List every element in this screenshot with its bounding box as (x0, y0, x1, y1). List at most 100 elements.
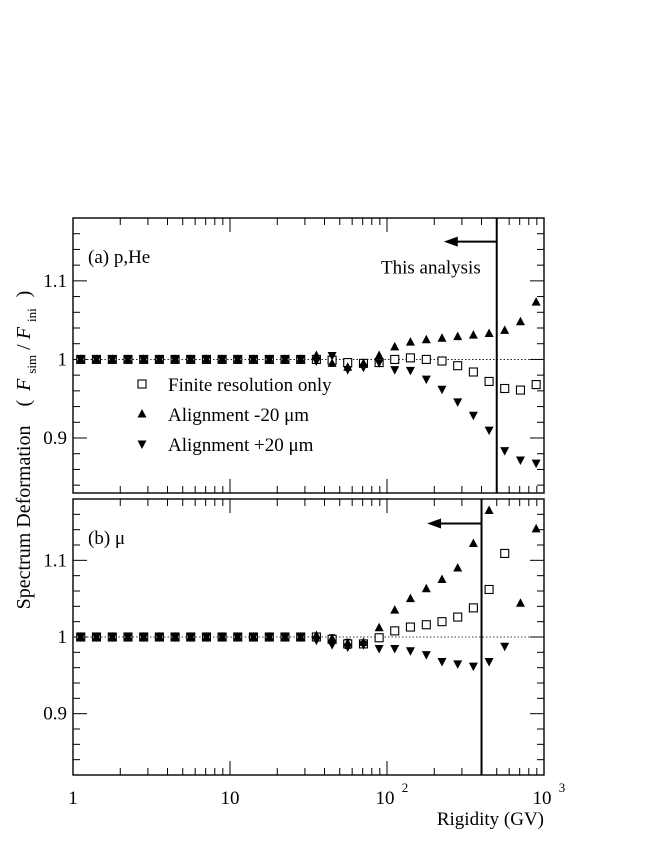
data-point (280, 633, 290, 642)
data-point (154, 633, 164, 642)
y-axis-title-f1: F (13, 378, 35, 392)
panel-a-series-alignment-20-m (76, 352, 541, 469)
data-point (264, 633, 274, 642)
data-point (374, 622, 384, 632)
y-axis-title-slash: / (13, 344, 35, 350)
data-point (405, 337, 415, 346)
data-point (531, 380, 541, 390)
data-point (390, 645, 400, 654)
data-point (468, 330, 478, 339)
data-point (405, 593, 415, 603)
legend-label-alignment-20-m: Alignment -20 μm (168, 405, 309, 426)
data-point (201, 633, 211, 642)
legend-marker-alignment-20-m (137, 440, 147, 449)
data-point (453, 331, 463, 341)
panel-b-arrow-head (427, 518, 442, 529)
data-point (500, 325, 510, 334)
data-point (139, 633, 149, 642)
panel-a-y-tick-label: 1.1 (43, 271, 67, 292)
x-tick-labels: 1 10 10 2 10 3 (68, 780, 565, 809)
data-point (123, 633, 133, 642)
data-point (76, 355, 86, 365)
data-point (468, 603, 478, 613)
data-point (76, 633, 86, 642)
panel-a-cut-label: This analysis (381, 258, 481, 279)
data-point (421, 334, 431, 344)
panel-a-plot: 0.9 1 1.1 (a) p,He This analysis (43, 217, 545, 494)
data-point (531, 523, 541, 533)
panel-a-y-tick-label: 0.9 (43, 428, 67, 449)
panel-b-series-alignment-20-m (76, 633, 510, 672)
data-point (107, 355, 117, 365)
data-point (484, 505, 494, 514)
data-point (421, 583, 431, 593)
data-point (217, 633, 227, 642)
x-axis-title: Rigidity (GV) (437, 809, 544, 830)
data-point (484, 426, 494, 436)
x-tick-label-exponent: 2 (402, 780, 409, 795)
data-point (233, 633, 243, 642)
data-point (421, 375, 431, 385)
panel-b-y-tick-label: 1 (58, 627, 68, 648)
panel-b-plot: 0.9 1 1.1 (b) μ (43, 498, 545, 776)
y-axis-title: Spectrum Deformation ( F sim / F ini ) (13, 291, 41, 610)
data-point (170, 355, 180, 365)
data-point (390, 605, 400, 614)
panel-b-y-tick-label: 0.9 (43, 704, 67, 725)
data-point (217, 355, 227, 365)
data-point (186, 355, 196, 365)
data-point (405, 647, 415, 656)
data-point (296, 355, 306, 365)
data-point (484, 584, 494, 595)
data-point (437, 356, 447, 366)
data-point (358, 641, 368, 650)
data-point (186, 633, 196, 642)
data-point (500, 642, 510, 652)
data-point (358, 363, 368, 373)
panel-b-label: (b) μ (88, 528, 125, 549)
data-point (437, 574, 447, 583)
data-point (311, 357, 321, 366)
y-axis-title-sub2: ini (24, 308, 39, 322)
data-point (201, 355, 211, 365)
data-point (91, 355, 101, 365)
x-tick-label: 1 (68, 788, 78, 809)
data-point (515, 456, 525, 465)
data-point (311, 350, 321, 359)
x-tick-label-exponent: 3 (559, 780, 566, 795)
y-axis-title-sub1: sim (24, 355, 39, 374)
data-point (296, 633, 306, 642)
data-point (515, 316, 525, 326)
legend-marker-finite-resolution-only (137, 379, 147, 389)
data-point (327, 358, 337, 367)
panel-a-frame (72, 217, 545, 494)
data-point (453, 563, 463, 572)
panel-a-arrow-head (443, 236, 458, 247)
data-point (91, 633, 101, 642)
data-point (484, 328, 494, 337)
data-point (327, 352, 337, 361)
panel-a-series-alignment-20-m (76, 297, 541, 371)
data-point (437, 617, 447, 627)
data-point (453, 361, 463, 371)
data-point (327, 641, 337, 650)
data-point (123, 355, 133, 365)
data-point (390, 354, 400, 364)
data-point (468, 411, 478, 421)
data-point (248, 355, 258, 365)
data-point (500, 548, 510, 558)
y-axis-title-prefix: Spectrum Deformation (13, 426, 35, 610)
data-point (154, 355, 164, 365)
data-point (139, 355, 149, 365)
x-tick-label: 10 (376, 788, 395, 809)
data-point (468, 538, 478, 547)
data-point (468, 662, 478, 672)
data-point (437, 333, 447, 342)
data-point (374, 645, 384, 654)
data-point (484, 658, 494, 667)
data-point (515, 385, 526, 395)
data-point (437, 658, 447, 667)
data-point (343, 643, 353, 652)
data-point (500, 447, 510, 456)
